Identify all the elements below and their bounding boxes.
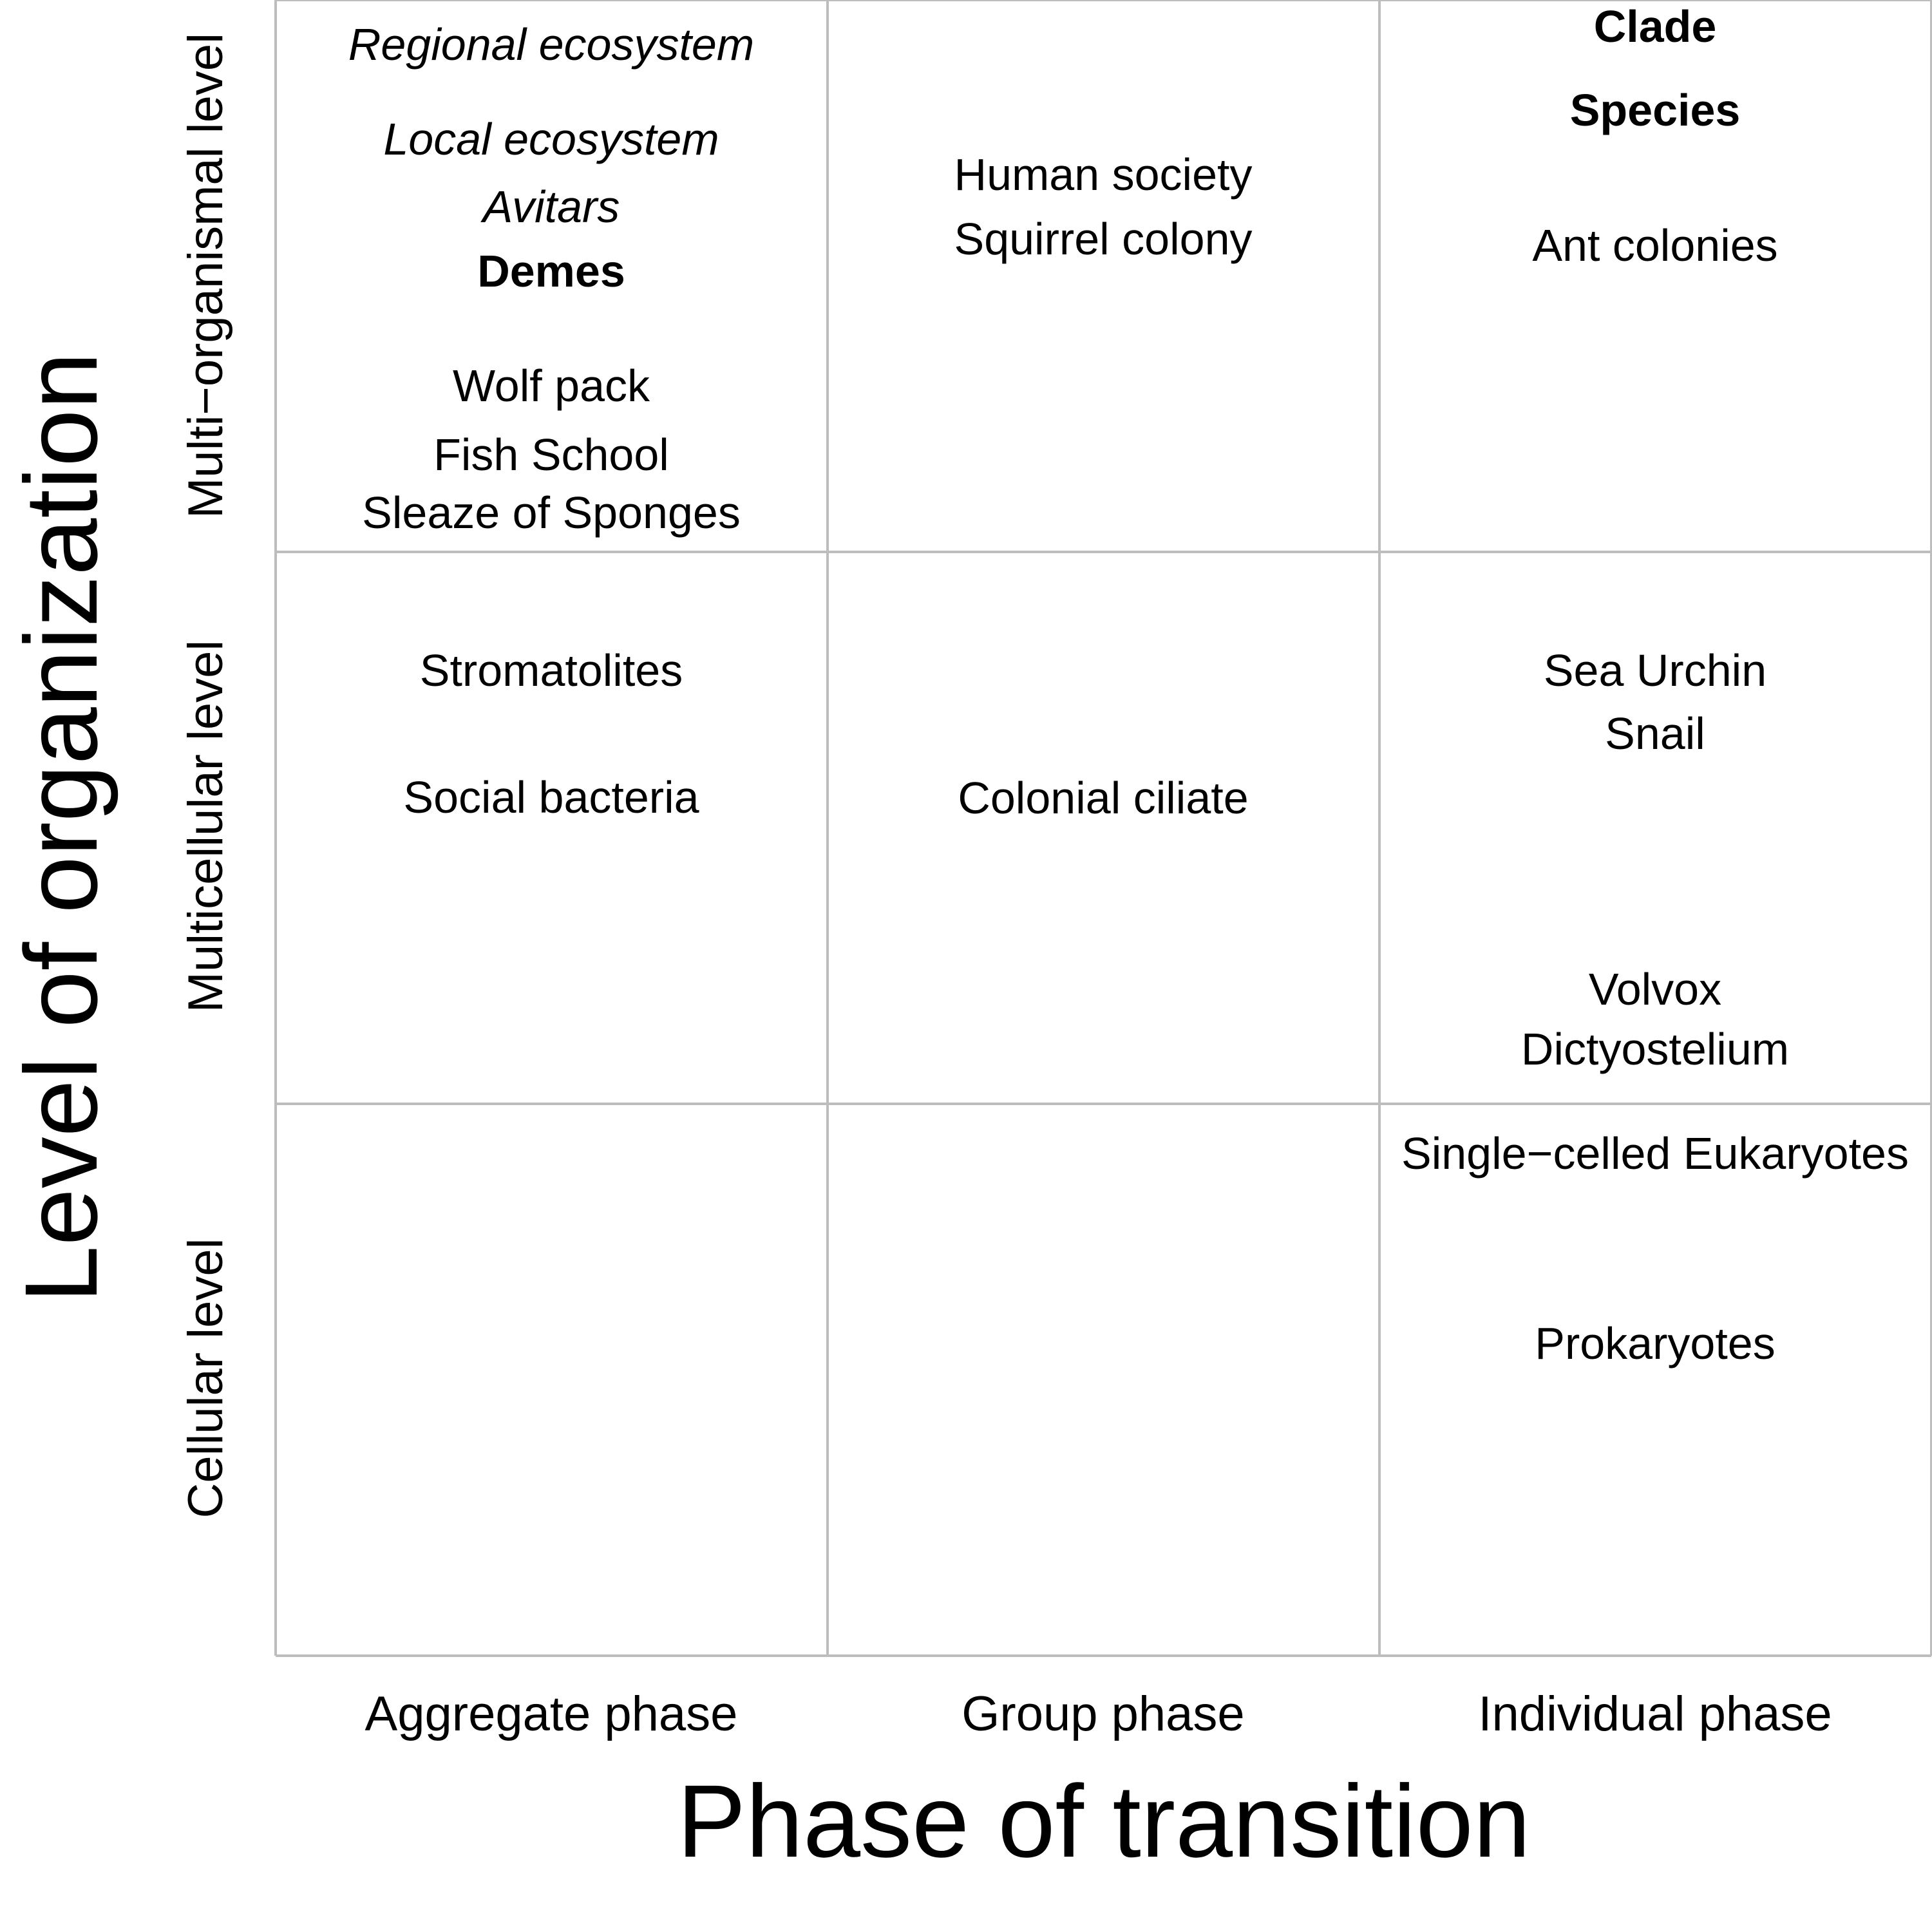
cell-entry: Dictyostelium — [1521, 1024, 1789, 1074]
cell-entry: Sea Urchin — [1544, 645, 1766, 696]
cell-entry: Snail — [1605, 708, 1705, 759]
column-label: Individual phase — [1478, 1687, 1832, 1741]
cell-entry: Squirrel colony — [954, 214, 1253, 264]
cell-entry: Human society — [954, 149, 1253, 200]
x-axis-title: Phase of transition — [677, 1763, 1530, 1879]
cell-entry: Regional ecosystem — [348, 19, 754, 70]
row-label: Cellular level — [178, 1238, 233, 1518]
cell-entry: Ant colonies — [1532, 220, 1777, 270]
cell-entry: Colonial ciliate — [958, 773, 1248, 823]
cell-entry: Avitars — [480, 182, 620, 232]
cell-entry: Clade — [1594, 1, 1717, 52]
cell-entry: Sleaze of Sponges — [362, 488, 741, 538]
row-labels: Multi−organismal level Multicellular leve… — [178, 33, 233, 1519]
cell-entry: Species — [1570, 85, 1741, 135]
cell-entry: Volvox — [1589, 964, 1721, 1014]
row-label: Multi−organismal level — [178, 33, 233, 518]
cell-entry: Wolf pack — [453, 361, 650, 411]
column-labels: Aggregate phase Group phase Individual pha… — [365, 1687, 1832, 1741]
y-axis-title: Level of organization — [3, 352, 118, 1303]
column-label: Aggregate phase — [365, 1687, 738, 1741]
cell-entries: Regional ecosystem Local ecosystem Avitars… — [348, 1, 1909, 1368]
row-label: Multicellular level — [178, 640, 233, 1013]
cell-entry: Local ecosystem — [383, 114, 719, 164]
cell-entry: Prokaryotes — [1535, 1318, 1775, 1368]
cell-entry: Stromatolites — [420, 645, 683, 696]
cell-entry: Demes — [477, 246, 625, 296]
cell-entry: Social bacteria — [403, 772, 699, 822]
cell-entry: Fish School — [433, 430, 669, 480]
column-label: Group phase — [961, 1687, 1244, 1741]
grid-lines — [274, 0, 1932, 1657]
cell-entry: Single−celled Eukaryotes — [1401, 1128, 1909, 1179]
